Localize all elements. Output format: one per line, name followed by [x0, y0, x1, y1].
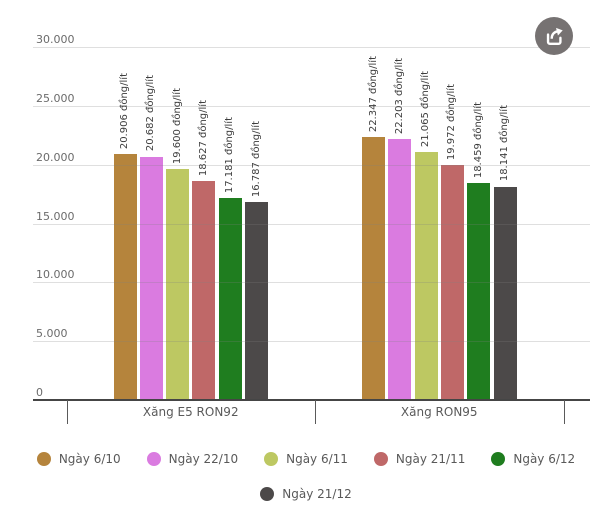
y-axis-tick-label: 20.000	[36, 150, 75, 164]
legend-label: Ngày 6/11	[286, 452, 348, 466]
bar-value-label: 20.682 đồng/lít	[145, 75, 157, 152]
bar-value-label: 22.347 đồng/lít	[367, 55, 379, 133]
y-axis-tick-label: 10.000	[36, 268, 75, 282]
y-axis-tick-label: 5.000	[36, 327, 68, 341]
legend-marker	[264, 452, 279, 466]
legend-marker	[260, 487, 275, 501]
bar[interactable]	[113, 154, 137, 400]
legend-marker	[36, 452, 51, 466]
bar-value-label: 22.203 đồng/lít	[393, 57, 405, 134]
bar-value-label: 18.627 đồng/lít	[197, 99, 209, 176]
bar[interactable]	[388, 138, 412, 400]
legend-item[interactable]: Ngày 22/10	[146, 452, 239, 466]
legend-item[interactable]: Ngày 6/12	[491, 452, 575, 466]
legend-row-2: Ngày 21/12	[0, 487, 612, 501]
legend-marker	[146, 452, 161, 466]
category-label-e5-ron92: Xăng E5 RON92	[142, 405, 239, 419]
bar[interactable]	[218, 197, 242, 400]
bar-value-label: 18.459 đồng/lít	[472, 101, 484, 178]
bar-value-label: 18.141 đồng/lít	[499, 105, 510, 182]
legend-label: Ngày 21/11	[395, 452, 466, 466]
x-axis-tick	[563, 400, 565, 424]
legend-label: Ngày 21/12	[282, 487, 352, 501]
x-axis-line	[33, 399, 590, 401]
bar-value-label: 19.600 đồng/lít	[171, 88, 183, 165]
bar[interactable]	[166, 169, 190, 400]
legend-marker	[491, 452, 506, 466]
share-export-icon	[543, 25, 565, 47]
legend-item[interactable]: Ngày 21/11	[373, 452, 466, 466]
bar[interactable]	[467, 182, 491, 400]
bar-value-label: 19.972 đồng/lít	[446, 83, 458, 160]
gridline	[33, 164, 590, 166]
legend-item[interactable]: Ngày 6/10	[36, 452, 121, 466]
x-axis-tick	[66, 400, 68, 424]
bar-value-label: 21.065 đồng/lít	[420, 70, 432, 148]
y-axis-tick-label: 0	[36, 386, 43, 399]
export-menu-button[interactable]	[535, 17, 573, 55]
y-axis-tick-label: 30.000	[36, 33, 75, 46]
gridline	[33, 105, 590, 107]
x-axis-tick	[315, 400, 316, 424]
bar-value-label: 20.906 đồng/lít	[119, 72, 130, 150]
bar[interactable]	[362, 137, 385, 400]
gridline	[33, 282, 590, 284]
bar[interactable]	[414, 152, 438, 400]
legend-label: Ngày 6/10	[58, 452, 121, 466]
category-label-ron95: Xăng RON95	[400, 405, 478, 419]
bar[interactable]	[192, 180, 216, 400]
bar-value-label: 17.181 đồng/lít	[224, 116, 236, 193]
gridline	[33, 223, 590, 225]
legend-label: Ngày 6/12	[513, 452, 576, 466]
legend-marker	[373, 452, 388, 466]
legend-item[interactable]: Ngày 21/12	[260, 487, 352, 501]
legend-label: Ngày 22/10	[168, 452, 239, 466]
bar[interactable]	[139, 156, 163, 400]
bar[interactable]	[440, 165, 464, 400]
y-axis-tick-label: 15.000	[36, 209, 75, 223]
bar-value-label: 16.787 đồng/lít	[250, 121, 262, 198]
bar[interactable]	[493, 186, 517, 400]
legend-item[interactable]: Ngày 6/11	[264, 452, 348, 466]
y-axis-tick-label: 25.000	[36, 91, 75, 105]
gridline	[33, 47, 590, 48]
legend-row-1: Ngày 6/10 Ngày 22/10 Ngày 6/11 Ngày 21/11 Ng…	[0, 452, 612, 466]
bar[interactable]	[245, 202, 268, 400]
gridline	[33, 341, 590, 343]
